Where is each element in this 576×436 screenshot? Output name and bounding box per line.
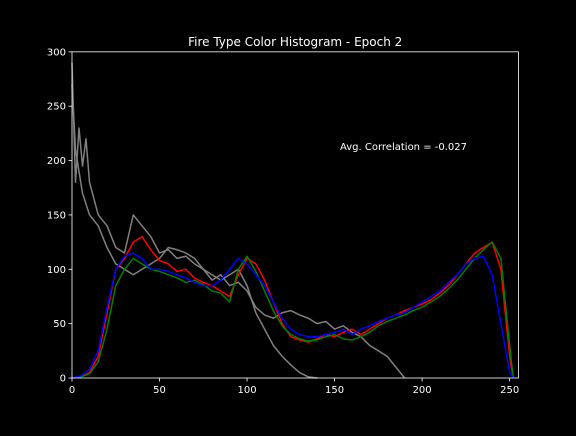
y-tick-label: 100: [47, 265, 66, 276]
y-tick-label: 200: [47, 156, 66, 167]
y-tick-label: 250: [47, 102, 66, 113]
y-axis: 0 50 100 150 200 250 300: [47, 47, 72, 385]
y-tick-label: 150: [47, 210, 66, 221]
series-layer: [71, 62, 514, 379]
series-line-3: [71, 235, 514, 379]
x-tick-label: 250: [500, 385, 519, 396]
x-tick-label: 150: [325, 385, 344, 396]
y-tick-label: 0: [60, 374, 66, 385]
x-tick-label: 200: [413, 385, 432, 396]
series-line-2: [71, 84, 318, 379]
x-tick-label: 0: [69, 385, 75, 396]
series-line-5: [71, 252, 514, 379]
x-tick-label: 100: [238, 385, 257, 396]
series-line-1: [71, 62, 406, 379]
y-tick-label: 50: [53, 319, 66, 330]
y-tick-label: 300: [47, 47, 66, 58]
chart-title: Fire Type Color Histogram - Epoch 2: [188, 35, 402, 49]
x-tick-label: 50: [153, 385, 166, 396]
series-line-4: [71, 241, 514, 379]
correlation-annotation: Avg. Correlation = -0.027: [340, 142, 467, 153]
x-axis: 0 50 100 150 200 250: [69, 378, 519, 396]
